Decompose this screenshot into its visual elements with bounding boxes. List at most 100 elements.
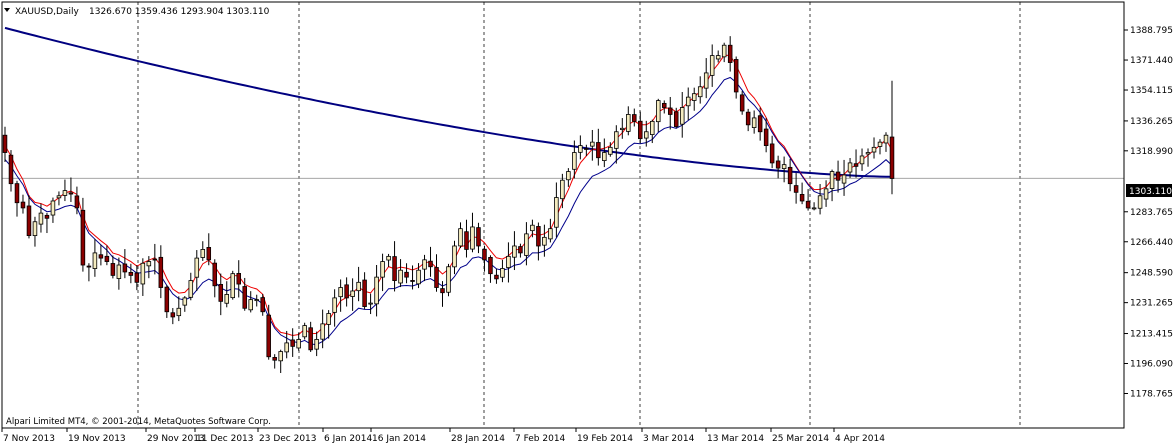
candle-bearish bbox=[632, 114, 637, 122]
x-tick-label: 7 Nov 2013 bbox=[3, 434, 55, 444]
candle-bearish bbox=[8, 154, 14, 185]
candle-bearish bbox=[362, 279, 367, 307]
candle-bullish bbox=[554, 197, 559, 228]
candle-bullish bbox=[847, 162, 853, 173]
candle-bullish bbox=[446, 266, 451, 293]
candle-bearish bbox=[661, 102, 667, 108]
x-tick-label: 16 Jan 2014 bbox=[372, 434, 426, 444]
candle-bullish bbox=[146, 261, 152, 267]
candle-bullish bbox=[721, 44, 727, 58]
candle-bearish bbox=[476, 227, 481, 247]
candle-bullish bbox=[278, 351, 283, 362]
candles bbox=[2, 36, 895, 374]
candle-bullish bbox=[506, 255, 511, 268]
candle-bullish bbox=[320, 323, 325, 340]
candle-bearish bbox=[440, 288, 445, 294]
candle-bearish bbox=[638, 120, 643, 140]
candle-bearish bbox=[536, 226, 541, 247]
candle-bearish bbox=[260, 297, 265, 313]
candle-bearish bbox=[14, 183, 20, 204]
candle-bearish bbox=[835, 171, 841, 181]
candle-bullish bbox=[602, 152, 607, 161]
candle-bullish bbox=[811, 207, 817, 210]
candle-bullish bbox=[685, 96, 691, 107]
candle-bearish bbox=[739, 94, 745, 112]
candle-bearish bbox=[218, 284, 224, 302]
plot-frame bbox=[1, 1, 1125, 429]
candle-bullish bbox=[865, 152, 871, 155]
candle-bearish bbox=[74, 195, 80, 209]
candle-bullish bbox=[338, 287, 343, 298]
candle-bullish bbox=[871, 146, 877, 153]
candle-bullish bbox=[829, 171, 835, 189]
candle-bullish bbox=[398, 269, 403, 284]
candle-bullish bbox=[200, 249, 206, 258]
ma-200-line bbox=[4, 26, 893, 178]
candle-bearish bbox=[134, 272, 140, 283]
candle-bullish bbox=[703, 72, 709, 89]
candle-bullish bbox=[572, 152, 577, 170]
candle-bullish bbox=[817, 195, 823, 209]
candle-bearish bbox=[673, 111, 679, 127]
candle-bearish bbox=[152, 258, 158, 261]
candle-bullish bbox=[715, 55, 721, 60]
candle-bullish bbox=[32, 221, 38, 237]
x-tick-label: 3 Mar 2014 bbox=[643, 434, 695, 444]
candle-bearish bbox=[799, 193, 805, 202]
y-tick-label: 1213.415 bbox=[1130, 330, 1173, 340]
candle-bearish bbox=[853, 163, 859, 167]
candle-bullish bbox=[566, 171, 571, 181]
candle-bullish bbox=[883, 134, 889, 144]
candle-bearish bbox=[757, 115, 763, 133]
candle-bullish bbox=[50, 200, 56, 216]
candle-bearish bbox=[775, 160, 781, 169]
x-tick-label: 29 Nov 2013 bbox=[147, 434, 205, 444]
candle-bearish bbox=[434, 267, 439, 288]
candle-bearish bbox=[170, 312, 176, 318]
candle-bearish bbox=[44, 214, 50, 219]
y-tick-label: 1336.265 bbox=[1130, 117, 1173, 127]
candle-bearish bbox=[392, 256, 397, 281]
candle-bearish bbox=[266, 314, 271, 358]
candle-bearish bbox=[596, 142, 601, 159]
candle-bearish bbox=[290, 339, 295, 347]
candle-bearish bbox=[242, 286, 247, 309]
candle-bullish bbox=[374, 276, 379, 305]
candle-bullish bbox=[296, 339, 301, 349]
candle-bullish bbox=[512, 245, 517, 258]
candle-bearish bbox=[158, 256, 164, 288]
candle-bullish bbox=[458, 228, 463, 247]
candle-bullish bbox=[386, 255, 391, 261]
candle-bearish bbox=[104, 255, 110, 262]
candle-bullish bbox=[92, 252, 98, 269]
x-tick-label: 23 Dec 2013 bbox=[259, 434, 317, 444]
y-tick-label: 1371.440 bbox=[1130, 56, 1173, 66]
current-price-box bbox=[1126, 184, 1172, 197]
candle-bullish bbox=[314, 339, 319, 350]
candle-bullish bbox=[644, 131, 649, 139]
candle-bullish bbox=[350, 290, 355, 297]
y-tick-label: 1318.990 bbox=[1130, 147, 1173, 157]
candle-bullish bbox=[548, 228, 553, 240]
candle-bullish bbox=[578, 145, 583, 153]
candle-bullish bbox=[62, 190, 68, 196]
candle-bullish bbox=[697, 86, 703, 98]
candle-bullish bbox=[560, 179, 565, 200]
y-tick-label: 1266.440 bbox=[1130, 238, 1173, 248]
candle-bullish bbox=[877, 141, 883, 147]
candle-bullish bbox=[530, 224, 535, 232]
candle-bullish bbox=[302, 325, 307, 338]
candle-bullish bbox=[140, 262, 146, 285]
candle-bullish bbox=[326, 313, 331, 325]
grid-lines bbox=[2, 2, 1124, 428]
candle-bullish bbox=[230, 273, 236, 299]
candle-bullish bbox=[751, 117, 757, 128]
candle-bearish bbox=[212, 262, 218, 287]
candle-bullish bbox=[524, 233, 529, 256]
candle-bearish bbox=[763, 128, 769, 147]
candle-bearish bbox=[164, 286, 170, 313]
candle-bearish bbox=[745, 111, 751, 126]
candle-bullish bbox=[416, 269, 421, 285]
y-tick-label: 1196.090 bbox=[1130, 360, 1173, 370]
